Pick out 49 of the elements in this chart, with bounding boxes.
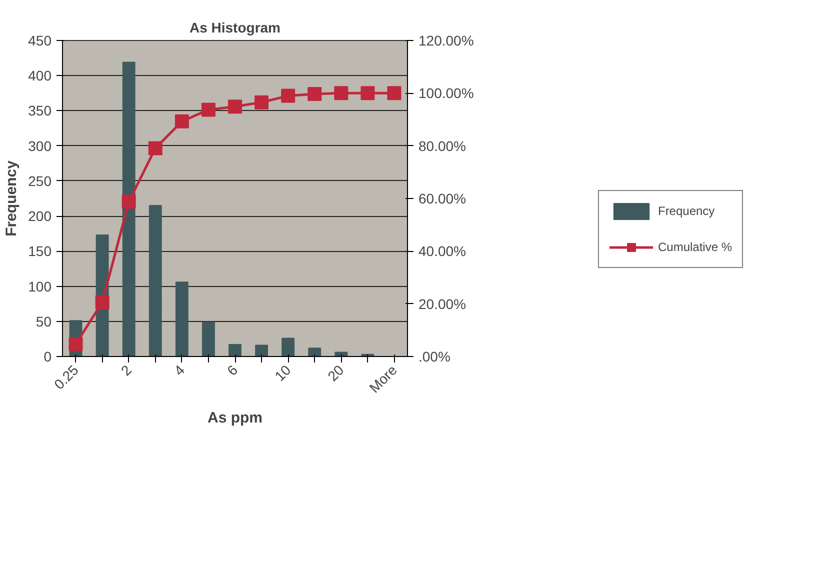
x-tick-label: 6 bbox=[224, 362, 241, 379]
x-tick-label: 2 bbox=[118, 362, 135, 379]
y2-tick-label: .00% bbox=[418, 348, 450, 364]
bar bbox=[308, 348, 322, 356]
y2-tick-label: 80.00% bbox=[418, 138, 466, 154]
y-tick-label: 0 bbox=[44, 348, 52, 364]
point bbox=[95, 295, 110, 310]
y-tick-label: 150 bbox=[28, 243, 52, 260]
y-tick-label: 400 bbox=[28, 68, 52, 84]
point bbox=[308, 86, 322, 101]
bar bbox=[122, 62, 136, 356]
point bbox=[148, 141, 162, 156]
x-tick-label: 4 bbox=[170, 362, 188, 379]
y2-tick-label: 40.00% bbox=[418, 243, 466, 260]
bar bbox=[148, 205, 162, 356]
bar bbox=[282, 338, 295, 356]
y-tick-label: 100 bbox=[28, 278, 52, 294]
chart-title: As Histogram bbox=[189, 20, 281, 36]
y-tick-label: 200 bbox=[28, 208, 52, 224]
y-tick-label: 350 bbox=[28, 102, 52, 119]
bar bbox=[228, 344, 242, 356]
y2-tick-label: 120.00% bbox=[418, 32, 474, 48]
point bbox=[174, 114, 189, 128]
x-axis-title: As ppm bbox=[208, 409, 263, 426]
x-tick-label: 0.25 bbox=[50, 362, 82, 392]
point bbox=[228, 100, 242, 114]
point bbox=[201, 102, 216, 117]
y-tick-label: 450 bbox=[28, 32, 52, 48]
legend-label: Cumulative % bbox=[658, 240, 732, 254]
point bbox=[334, 86, 348, 100]
y-tick-label: 50 bbox=[36, 313, 52, 330]
y2-tick-label: 100.00% bbox=[418, 85, 474, 102]
y-tick-label: 300 bbox=[28, 138, 52, 154]
y-tick-label: 250 bbox=[28, 172, 52, 189]
point bbox=[122, 194, 136, 209]
legend-label: Frequency bbox=[658, 204, 715, 218]
x-tick-label: 10 bbox=[271, 362, 294, 384]
point bbox=[387, 86, 402, 100]
bar bbox=[202, 322, 215, 356]
point bbox=[360, 86, 375, 100]
bar bbox=[255, 344, 268, 356]
x-tick-label: 20 bbox=[324, 362, 347, 384]
y2-tick-label: 60.00% bbox=[418, 190, 466, 206]
point bbox=[254, 95, 269, 110]
point bbox=[281, 88, 296, 103]
y-axis-title: Frequency bbox=[3, 160, 20, 236]
y2-tick-label: 20.00% bbox=[418, 296, 466, 312]
point bbox=[68, 337, 83, 352]
bar bbox=[175, 282, 188, 356]
